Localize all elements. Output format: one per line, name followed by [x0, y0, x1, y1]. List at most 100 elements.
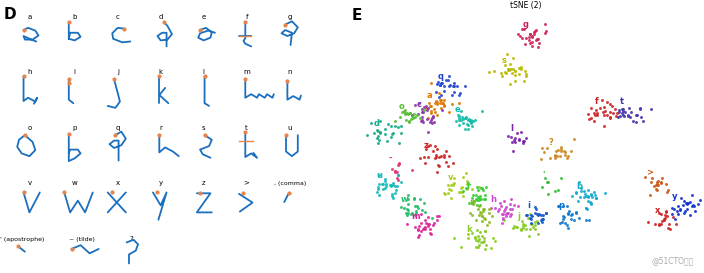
Point	[465, 120, 477, 124]
Point	[422, 130, 434, 135]
Point	[515, 67, 527, 71]
Point	[401, 211, 412, 216]
Point	[472, 245, 484, 249]
Point	[380, 132, 391, 136]
Point	[693, 202, 704, 206]
Point	[439, 84, 450, 88]
Point	[372, 128, 383, 132]
Point	[479, 215, 490, 220]
Point	[408, 116, 419, 121]
Point	[513, 32, 524, 37]
Point	[495, 204, 506, 209]
Point	[416, 118, 427, 122]
Point	[372, 185, 384, 189]
Point	[658, 217, 670, 221]
Point	[483, 211, 494, 215]
Point	[476, 239, 487, 244]
Point	[670, 222, 681, 227]
Point	[362, 132, 373, 137]
Point	[604, 102, 615, 106]
Point	[401, 222, 413, 226]
Point	[418, 108, 429, 112]
Point	[591, 196, 602, 200]
Point	[470, 235, 481, 239]
Point	[432, 147, 443, 151]
Point	[394, 162, 405, 166]
Point	[687, 202, 698, 207]
Point	[679, 209, 691, 213]
Point	[374, 182, 385, 186]
Point	[443, 186, 454, 191]
Text: ?: ?	[130, 236, 133, 242]
Point	[474, 203, 485, 208]
Point	[685, 200, 696, 204]
Point	[474, 243, 485, 247]
Point	[443, 154, 454, 158]
Point	[510, 225, 522, 229]
Point	[660, 208, 672, 213]
Point	[614, 109, 625, 114]
Point	[408, 196, 420, 200]
Text: a: a	[27, 14, 32, 20]
Point	[602, 113, 613, 117]
Point	[442, 182, 453, 187]
Point	[614, 108, 625, 113]
Point	[441, 149, 452, 154]
Point	[393, 141, 404, 145]
Point	[489, 206, 501, 210]
Point	[622, 113, 634, 118]
Text: s: s	[502, 56, 507, 65]
Point	[427, 114, 439, 118]
Point	[653, 223, 665, 227]
Point	[646, 176, 658, 180]
Point	[617, 113, 628, 117]
Text: h: h	[491, 195, 496, 204]
Point	[570, 189, 582, 194]
Text: p: p	[73, 125, 77, 131]
Point	[384, 182, 396, 187]
Point	[520, 68, 531, 73]
Point	[422, 115, 433, 120]
Point	[407, 114, 418, 118]
Point	[422, 215, 434, 219]
Point	[422, 116, 433, 121]
Point	[390, 188, 401, 192]
Point	[391, 184, 402, 188]
Text: t: t	[620, 97, 624, 106]
Point	[612, 114, 624, 119]
Point	[570, 210, 582, 214]
Point	[437, 100, 448, 105]
Point	[502, 211, 513, 215]
Point	[619, 110, 630, 114]
Point	[543, 180, 554, 185]
Point	[582, 194, 593, 198]
Point	[448, 90, 460, 94]
Text: m: m	[244, 69, 250, 75]
Point	[403, 202, 414, 206]
Point	[567, 212, 578, 216]
Point	[585, 116, 596, 120]
Point	[446, 188, 457, 192]
Point	[510, 69, 521, 73]
Point	[653, 183, 664, 187]
Point	[553, 203, 564, 208]
Point	[372, 129, 384, 133]
Point	[465, 118, 477, 122]
Point	[580, 192, 591, 196]
Point	[674, 207, 686, 211]
Point	[501, 211, 513, 215]
Point	[435, 81, 446, 86]
Point	[599, 191, 610, 195]
Text: ~ (tilde): ~ (tilde)	[68, 237, 94, 242]
Point	[443, 191, 454, 195]
Point	[395, 204, 406, 209]
Point	[612, 110, 623, 115]
Point	[477, 209, 489, 213]
Point	[431, 100, 442, 104]
Point	[503, 134, 514, 139]
Point	[422, 222, 434, 226]
Point	[662, 189, 673, 194]
Point	[472, 239, 483, 243]
Point	[541, 146, 553, 150]
Point	[526, 44, 537, 48]
